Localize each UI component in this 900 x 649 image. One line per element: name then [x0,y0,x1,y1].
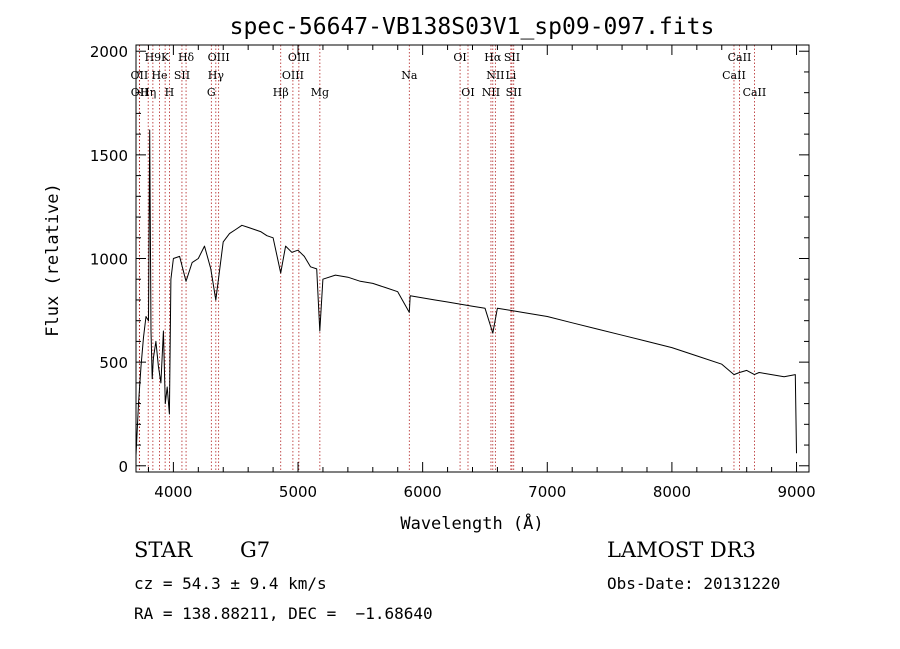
flux-series-line [135,129,797,456]
spectral-line-label: Hη [140,86,156,99]
y-tick-label: 500 [99,354,128,372]
x-tick-label: 8000 [653,483,691,501]
spectral-line-label: CaII [728,51,752,64]
spectral-line-label: Hδ [178,51,195,64]
y-tick-label: 1000 [90,251,128,269]
x-tick-label: 7000 [528,483,566,501]
spectral-line-label: Hγ [208,69,225,82]
spectral-line-label: CaII [743,86,767,99]
spectral-line-label: OI [453,51,466,64]
spectral-line-label: Hα [484,51,502,64]
spectral-line-label: OIII [208,51,230,64]
spectral-line-label: H [165,86,175,99]
spectral-line-label: NII [482,86,500,99]
observation-date: Obs-Date: 20131220 [607,574,781,593]
spectral-line-label: K [161,51,170,64]
spectral-line-label: SII [174,69,190,82]
spectral-line-label: He [151,69,167,82]
spectral-line-label: SII [506,86,522,99]
x-axis-ticks: 4000 5000 6000 7000 8000 9000 [147,45,816,501]
spectral-line-markers [138,45,755,472]
spectral-line-label: Hβ [273,86,289,99]
redshift-velocity: cz = 54.3 ± 9.4 km/s [134,574,327,593]
y-tick-label: 0 [118,458,128,476]
spectral-line-label: H9 [145,51,162,64]
x-tick-label: 5000 [279,483,317,501]
spectral-line-label: Mg [311,86,329,99]
spectral-line-label: OI [461,86,474,99]
y-axis-label: Flux (relative) [43,183,63,337]
spectral-line-label: SII [504,51,520,64]
object-subclass: G7 [240,538,271,562]
chart-title: spec-56647-VB138S03V1_sp09-097.fits [230,14,715,40]
spectral-line-label: NII [486,69,504,82]
x-axis-label: Wavelength (Å) [400,512,543,534]
plot-frame [135,44,810,473]
survey-name: LAMOST DR3 [607,538,756,562]
spectral-line-label: Li [505,69,516,82]
spectral-line-label: OII [131,69,149,82]
object-class: STAR [134,538,193,562]
x-tick-label: 9000 [777,483,815,501]
spectral-line-label: OIII [288,51,310,64]
y-tick-label: 2000 [90,43,128,61]
spectral-line-label: G [207,86,216,99]
spectral-line-label: Na [401,69,418,82]
spectral-line-label: OIII [282,69,304,82]
x-tick-label: 6000 [404,483,442,501]
y-axis-ticks: 0 500 1000 1500 2000 [90,43,809,476]
y-tick-label: 1500 [90,147,128,165]
coordinates: RA = 138.88211, DEC = −1.68640 [134,604,433,623]
x-tick-label: 4000 [154,483,192,501]
spectral-line-label: CaII [722,69,746,82]
